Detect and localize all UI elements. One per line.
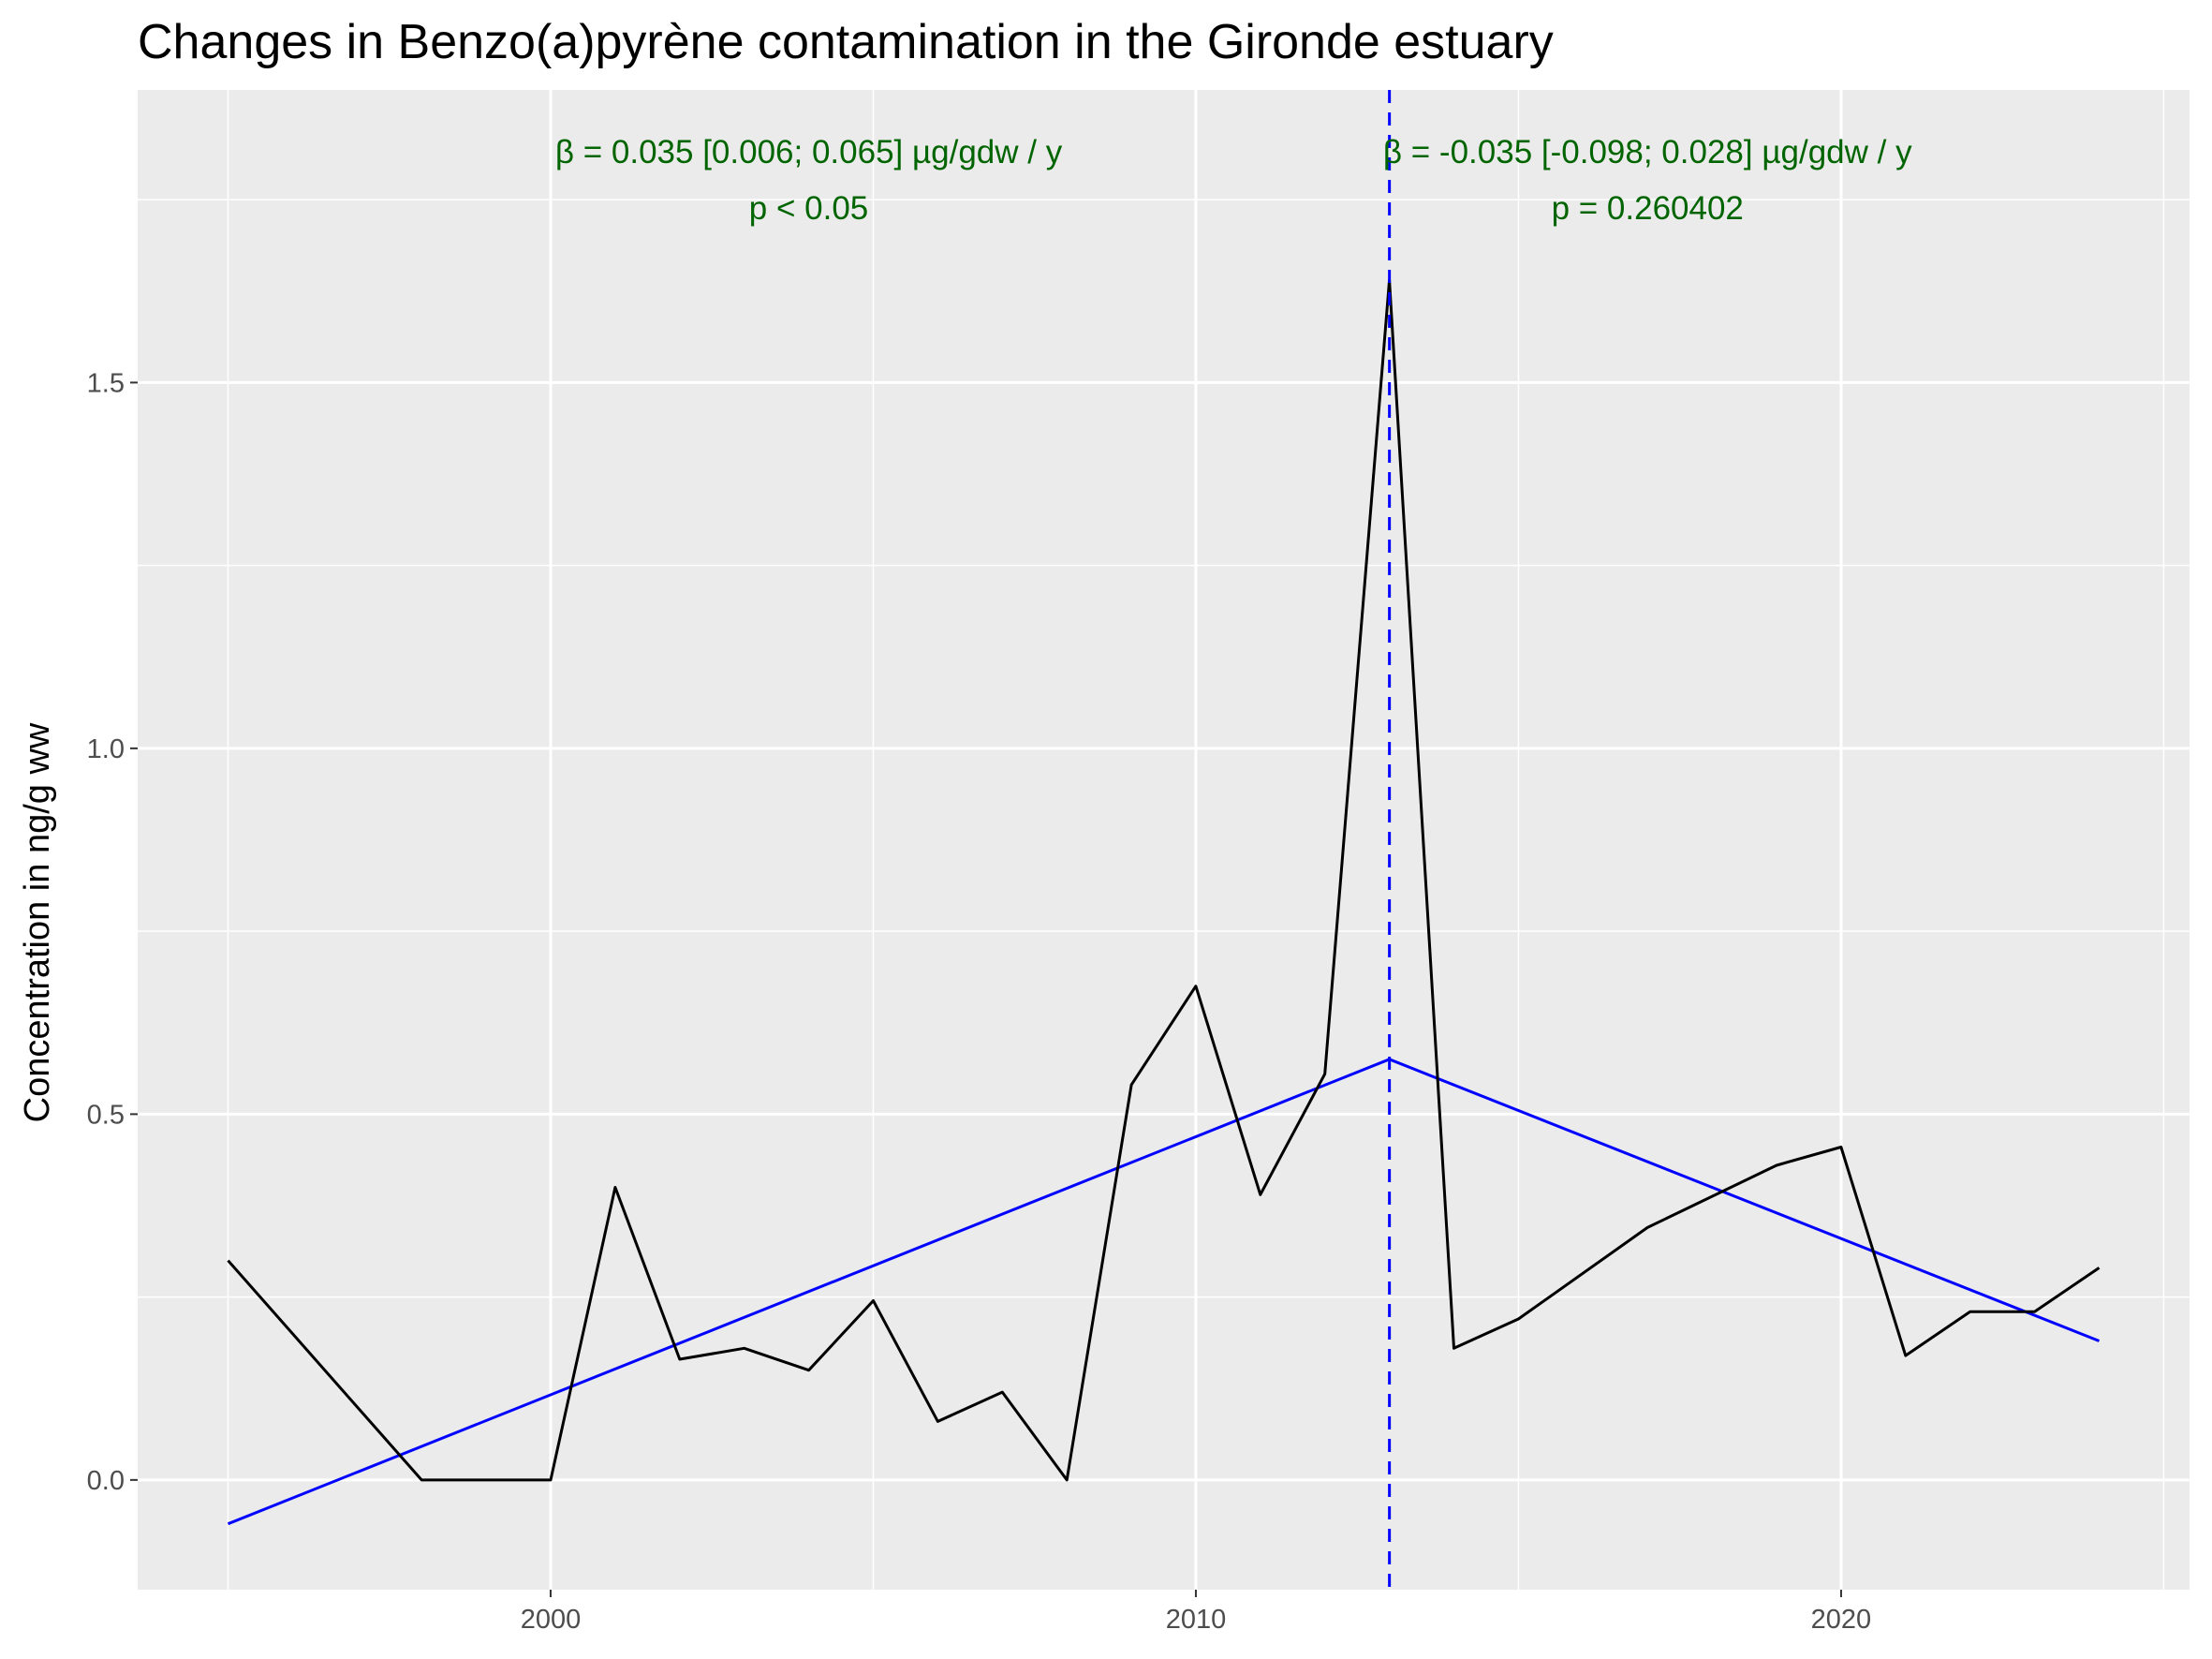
x-tick-label: 2020 xyxy=(1811,1605,1872,1635)
annotations: β = 0.035 [0.006; 0.065] µg/gdw / y p < 0… xyxy=(555,134,1912,227)
x-axis-ticks: 2000 2010 2020 xyxy=(521,1590,1872,1635)
annotation-line: β = 0.035 [0.006; 0.065] µg/gdw / y xyxy=(555,134,1063,170)
x-tick-label: 2000 xyxy=(521,1605,582,1635)
plot-panel xyxy=(138,90,2190,1590)
data-series xyxy=(227,278,2101,1482)
chart-title: Changes in Benzo(a)pyrène contamination … xyxy=(138,15,1554,69)
annotation-line: p < 0.05 xyxy=(749,190,868,227)
grid-minor xyxy=(138,90,2190,1590)
series-line xyxy=(227,278,2101,1482)
y-tick-label: 1.5 xyxy=(87,368,125,398)
y-axis-title: Concentration in ng/g ww xyxy=(18,722,57,1122)
annotation-line: β = -0.035 [-0.098; 0.028] µg/gdw / y xyxy=(1383,134,1912,170)
trend-line xyxy=(1389,1058,2101,1342)
y-tick-label: 1.0 xyxy=(87,734,125,764)
annotation-line: p = 0.260402 xyxy=(1552,190,1744,227)
trend-lines xyxy=(227,1058,2101,1526)
y-axis-ticks: 0.0 0.5 1.0 1.5 xyxy=(87,368,138,1496)
y-tick-label: 0.5 xyxy=(87,1100,125,1130)
trend-line xyxy=(227,1058,1391,1526)
x-tick-label: 2010 xyxy=(1166,1605,1227,1635)
y-tick-label: 0.0 xyxy=(87,1466,125,1496)
